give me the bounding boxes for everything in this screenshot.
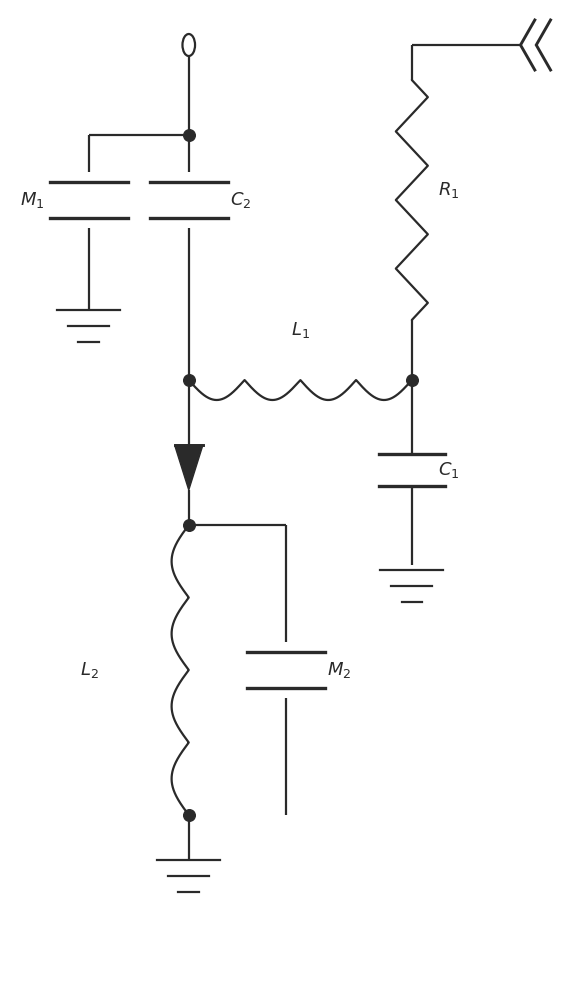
- Text: $M_2$: $M_2$: [327, 660, 351, 680]
- Point: [184, 807, 193, 823]
- Text: $M_1$: $M_1$: [20, 190, 45, 210]
- Point: [184, 517, 193, 533]
- Text: $L_1$: $L_1$: [291, 320, 310, 340]
- Text: $L_2$: $L_2$: [80, 660, 99, 680]
- Text: $C_1$: $C_1$: [438, 460, 459, 480]
- Text: $C_2$: $C_2$: [230, 190, 251, 210]
- Point: [184, 127, 193, 143]
- Polygon shape: [174, 445, 203, 490]
- Point: [407, 372, 416, 388]
- Text: $R_1$: $R_1$: [438, 180, 459, 200]
- Point: [184, 372, 193, 388]
